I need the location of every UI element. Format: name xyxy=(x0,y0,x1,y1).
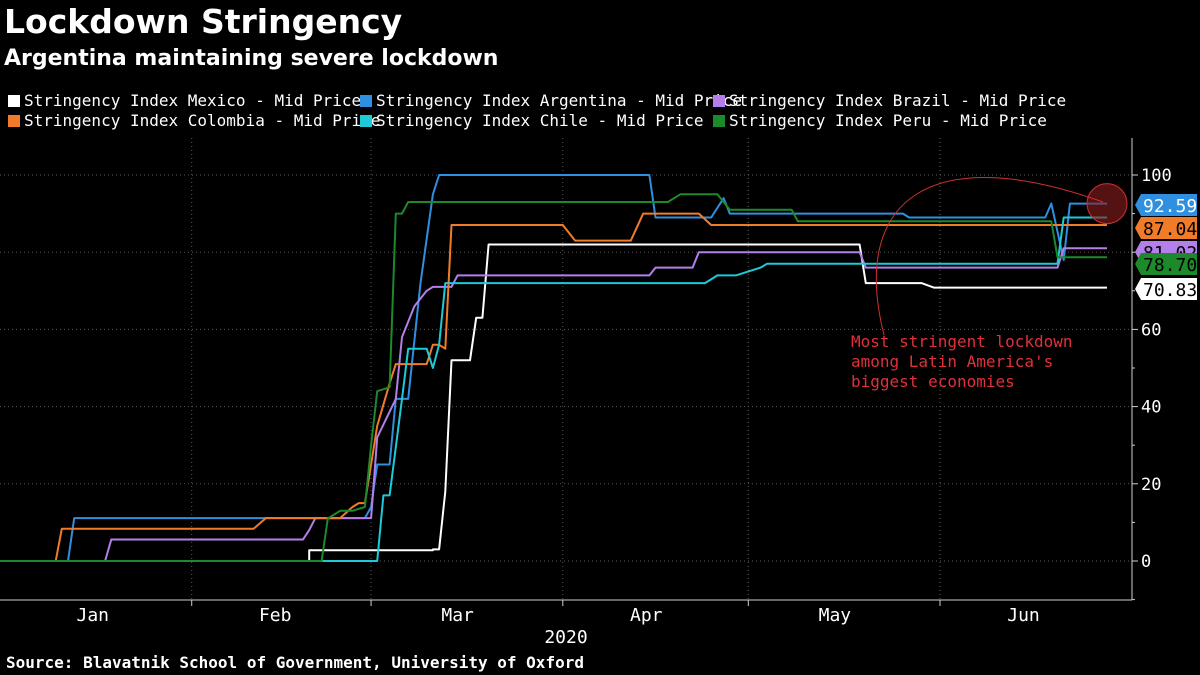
x-tick-label-mar: Mar xyxy=(441,605,474,626)
x-tick-label-apr: Apr xyxy=(630,605,663,626)
legend-label-peru: Stringency Index Peru - Mid Price xyxy=(729,111,1047,130)
series-line-peru xyxy=(0,193,1107,562)
legend-label-mexico: Stringency Index Mexico - Mid Price xyxy=(24,91,362,110)
legend-label-brazil: Stringency Index Brazil - Mid Price xyxy=(729,91,1067,110)
legend-swatch-mexico xyxy=(8,94,20,107)
source-note: Source: Blavatnik School of Government, … xyxy=(6,653,584,672)
value-label-tag xyxy=(1135,194,1197,216)
legend-item-argentina: Stringency Index Argentina - Mid Price xyxy=(360,91,742,110)
legend-item-chile: Stringency Index Chile - Mid Price xyxy=(360,111,704,130)
value-label-text: 78.70 xyxy=(1143,255,1197,276)
value-label-78.70: 78.70 xyxy=(1135,253,1197,276)
value-label-text: 92.59 xyxy=(1143,196,1197,217)
highlight-circle xyxy=(1086,183,1128,225)
value-label-70.83: 70.83 xyxy=(1135,278,1197,301)
y-tick-label: 40 xyxy=(1141,398,1161,418)
annotation-text-line: biggest economies xyxy=(851,372,1015,391)
series-line-colombia xyxy=(0,212,1107,562)
y-tick-label: 100 xyxy=(1141,166,1172,186)
legend-swatch-chile xyxy=(360,114,372,127)
x-tick-label-feb: Feb xyxy=(259,605,292,626)
y-tick-label: 20 xyxy=(1141,475,1161,495)
series-line-brazil xyxy=(0,247,1107,562)
x-tick-label-jun: Jun xyxy=(1007,605,1040,626)
legend-item-brazil: Stringency Index Brazil - Mid Price xyxy=(713,91,1066,110)
value-label-87.04: 87.04 xyxy=(1135,217,1197,240)
legend-label-argentina: Stringency Index Argentina - Mid Price xyxy=(376,91,743,110)
value-label-92.59: 92.59 xyxy=(1135,194,1197,217)
x-year-label: 2020 xyxy=(544,627,587,648)
value-label-tag xyxy=(1135,217,1197,239)
annotation-text-line: among Latin America's xyxy=(851,352,1053,371)
chart-subtitle: Argentina maintaining severe lockdown xyxy=(4,46,499,71)
series-line-mexico xyxy=(0,243,1107,562)
legend-item-peru: Stringency Index Peru - Mid Price xyxy=(713,111,1047,130)
value-label-text: 87.04 xyxy=(1143,219,1197,240)
value-label-tag xyxy=(1135,278,1197,300)
legend-item-colombia: Stringency Index Colombia - Mid Price xyxy=(8,111,380,130)
annotation-text-line: Most stringent lockdown xyxy=(851,332,1073,351)
chart-title: Lockdown Stringency xyxy=(4,2,403,41)
legend-label-chile: Stringency Index Chile - Mid Price xyxy=(376,111,704,130)
annotation-arrow xyxy=(875,177,1104,336)
series-line-chile xyxy=(0,216,1107,562)
value-label-tag xyxy=(1135,253,1197,275)
legend-swatch-peru xyxy=(713,114,725,127)
legend-label-colombia: Stringency Index Colombia - Mid Price xyxy=(24,111,381,130)
legend-swatch-colombia xyxy=(8,114,20,127)
x-tick-label-jan: Jan xyxy=(77,605,110,626)
legend-swatch-argentina xyxy=(360,94,372,107)
y-tick-label: 60 xyxy=(1141,320,1161,340)
y-tick-label: 0 xyxy=(1141,552,1151,572)
value-label-text: 70.83 xyxy=(1143,280,1197,301)
legend-item-mexico: Stringency Index Mexico - Mid Price xyxy=(8,91,361,110)
legend-swatch-brazil xyxy=(713,94,725,107)
x-tick-label-may: May xyxy=(819,605,852,626)
